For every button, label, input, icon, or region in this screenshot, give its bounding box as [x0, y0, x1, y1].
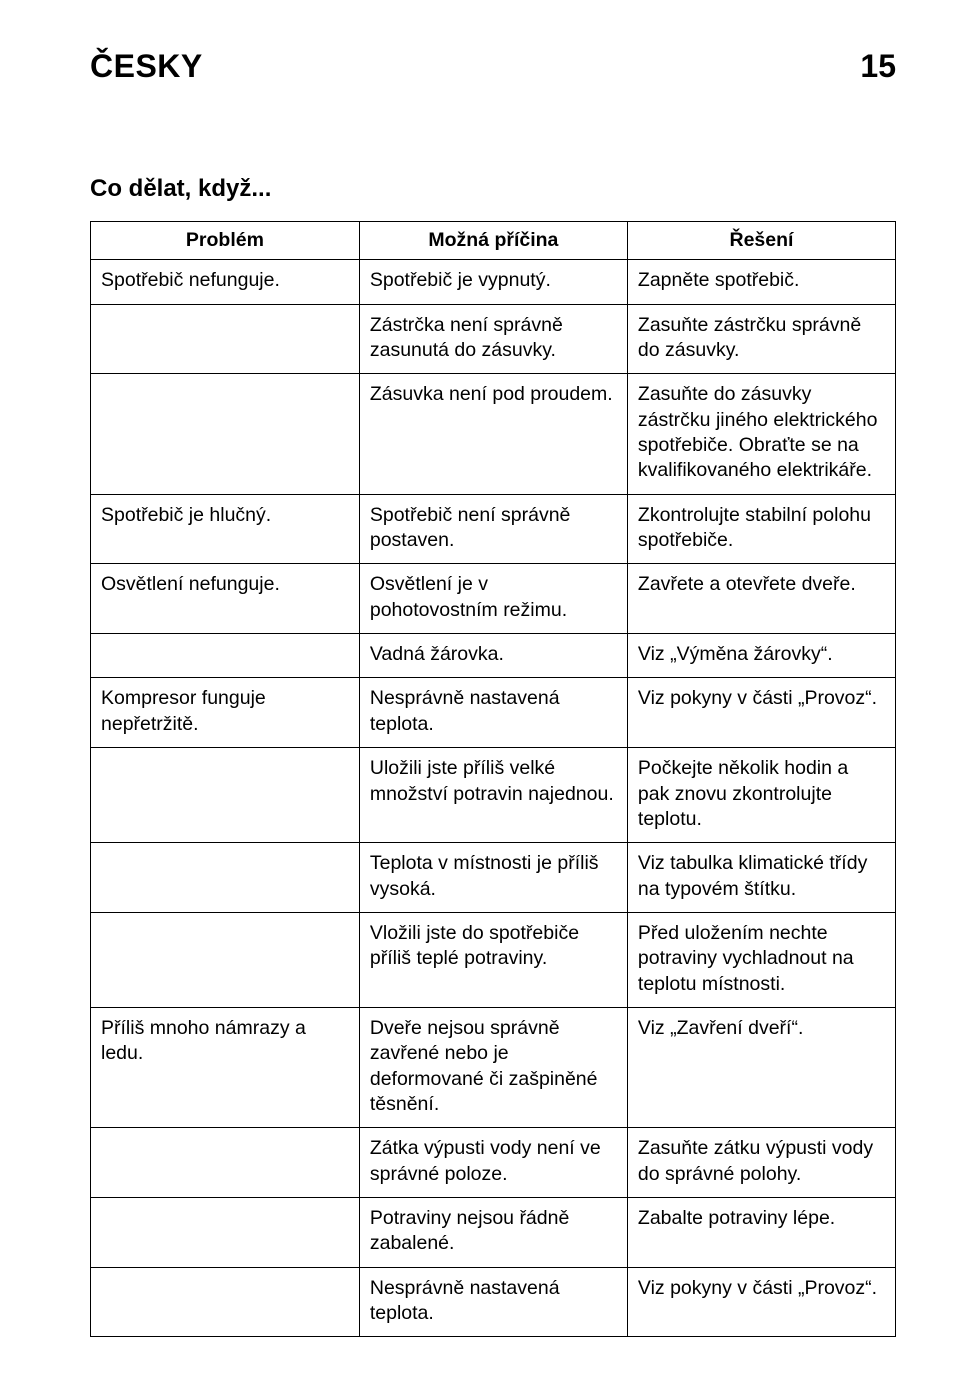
cell-problem: Příliš mnoho námrazy a ledu.: [91, 1007, 360, 1127]
cell-solution: Viz „Zavření dveří“.: [627, 1007, 895, 1127]
cell-cause: Zátka výpusti vody není ve správné poloz…: [359, 1128, 627, 1198]
table-row: Spotřebič je hlučný. Spotřebič není sprá…: [91, 494, 896, 564]
table-row: Teplota v místnosti je příliš vysoká. Vi…: [91, 843, 896, 913]
cell-cause: Vadná žárovka.: [359, 634, 627, 678]
table-row: Příliš mnoho námrazy a ledu. Dveře nejso…: [91, 1007, 896, 1127]
cell-cause: Potraviny nejsou řádně zabalené.: [359, 1197, 627, 1267]
col-header-cause: Možná příčina: [359, 222, 627, 260]
cell-problem: [91, 1267, 360, 1337]
page-header: ČESKY 15: [90, 48, 896, 85]
cell-solution: Viz pokyny v části „Provoz“.: [627, 1267, 895, 1337]
cell-solution: Zabalte potraviny lépe.: [627, 1197, 895, 1267]
cell-cause: Uložili jste příliš velké množství potra…: [359, 748, 627, 843]
table-row: Kompresor funguje nepřetržitě. Nesprávně…: [91, 678, 896, 748]
cell-problem: [91, 634, 360, 678]
cell-solution: Viz „Výměna žárovky“.: [627, 634, 895, 678]
page-number: 15: [860, 48, 896, 85]
cell-cause: Spotřebič je vypnutý.: [359, 260, 627, 304]
troubleshooting-table: Problém Možná příčina Řešení Spotřebič n…: [90, 221, 896, 1337]
cell-cause: Zásuvka není pod proudem.: [359, 374, 627, 494]
cell-problem: Osvětlení nefunguje.: [91, 564, 360, 634]
cell-problem: [91, 843, 360, 913]
page: ČESKY 15 Co dělat, když... Problém Možná…: [0, 0, 960, 1380]
cell-cause: Spotřebič není správně postaven.: [359, 494, 627, 564]
cell-cause: Nesprávně nastavená teplota.: [359, 678, 627, 748]
cell-solution: Viz pokyny v části „Provoz“.: [627, 678, 895, 748]
table-row: Spotřebič nefunguje. Spotřebič je vypnut…: [91, 260, 896, 304]
cell-problem: [91, 912, 360, 1007]
cell-problem: [91, 304, 360, 374]
cell-problem: Spotřebič je hlučný.: [91, 494, 360, 564]
table-row: Potraviny nejsou řádně zabalené. Zabalte…: [91, 1197, 896, 1267]
table-row: Uložili jste příliš velké množství potra…: [91, 748, 896, 843]
cell-solution: Počkejte několik hodin a pak znovu zkont…: [627, 748, 895, 843]
cell-cause: Zástrčka není správně zasunutá do zásuvk…: [359, 304, 627, 374]
table-row: Vložili jste do spotřebiče příliš teplé …: [91, 912, 896, 1007]
cell-solution: Před uložením nechte potraviny vychladno…: [627, 912, 895, 1007]
language-label: ČESKY: [90, 48, 203, 85]
table-row: Zástrčka není správně zasunutá do zásuvk…: [91, 304, 896, 374]
cell-problem: [91, 1128, 360, 1198]
col-header-problem: Problém: [91, 222, 360, 260]
table-row: Zátka výpusti vody není ve správné poloz…: [91, 1128, 896, 1198]
cell-solution: Zkontrolujte stabilní polohu spotřebiče.: [627, 494, 895, 564]
cell-problem: [91, 748, 360, 843]
cell-solution: Zasuňte do zásuvky zástrčku jiného elekt…: [627, 374, 895, 494]
cell-solution: Zasuňte zátku výpusti vody do správné po…: [627, 1128, 895, 1198]
cell-cause: Teplota v místnosti je příliš vysoká.: [359, 843, 627, 913]
table-row: Nesprávně nastavená teplota. Viz pokyny …: [91, 1267, 896, 1337]
cell-cause: Dveře nejsou správně zavřené nebo je def…: [359, 1007, 627, 1127]
cell-cause: Vložili jste do spotřebiče příliš teplé …: [359, 912, 627, 1007]
cell-solution: Zasuňte zástrčku správně do zásuvky.: [627, 304, 895, 374]
table-header-row: Problém Možná příčina Řešení: [91, 222, 896, 260]
cell-solution: Zapněte spotřebič.: [627, 260, 895, 304]
cell-cause: Osvětlení je v pohotovostním režimu.: [359, 564, 627, 634]
table-row: Vadná žárovka. Viz „Výměna žárovky“.: [91, 634, 896, 678]
section-title: Co dělat, když...: [90, 175, 896, 203]
table-row: Osvětlení nefunguje. Osvětlení je v poho…: [91, 564, 896, 634]
cell-solution: Viz tabulka klimatické třídy na typovém …: [627, 843, 895, 913]
table-row: Zásuvka není pod proudem. Zasuňte do zás…: [91, 374, 896, 494]
cell-solution: Zavřete a otevřete dveře.: [627, 564, 895, 634]
cell-problem: [91, 1197, 360, 1267]
cell-cause: Nesprávně nastavená teplota.: [359, 1267, 627, 1337]
cell-problem: Spotřebič nefunguje.: [91, 260, 360, 304]
col-header-solution: Řešení: [627, 222, 895, 260]
cell-problem: Kompresor funguje nepřetržitě.: [91, 678, 360, 748]
cell-problem: [91, 374, 360, 494]
